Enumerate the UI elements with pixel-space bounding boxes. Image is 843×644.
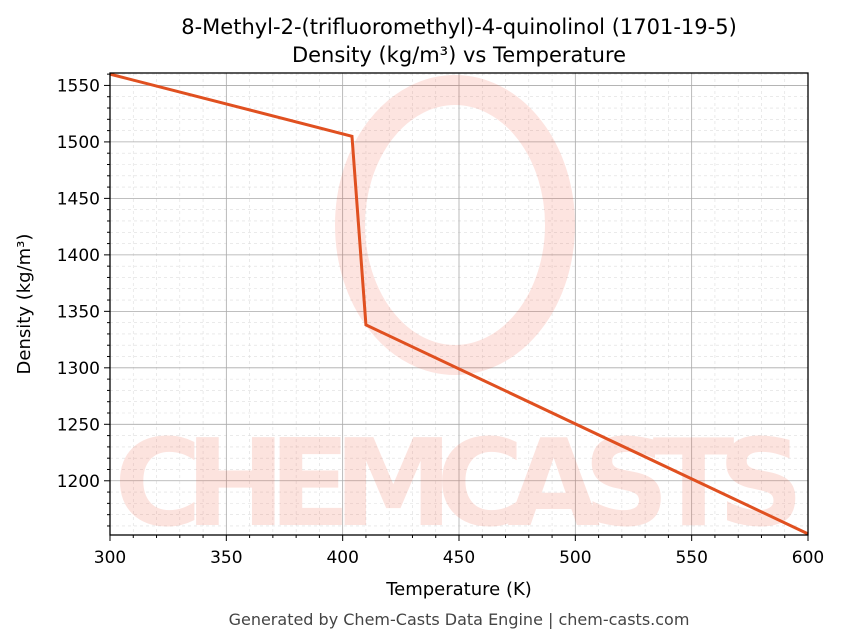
x-tick-label: 450 [443, 548, 475, 568]
watermark: CHEMCASTS [114, 75, 804, 554]
y-tick-label: 1250 [57, 415, 100, 435]
x-tick-label: 300 [94, 548, 126, 568]
density-line [109, 72, 809, 536]
footer-credit: Generated by Chem-Casts Data Engine | ch… [229, 610, 690, 629]
x-axis-label: Temperature (K) [385, 579, 532, 600]
y-tick-label: 1450 [57, 189, 100, 209]
y-tick-label: 1350 [57, 302, 100, 322]
x-tick-label: 600 [792, 548, 824, 568]
watermark-text: CHEMCASTS [114, 415, 804, 554]
y-tick-label: 1300 [57, 359, 100, 379]
x-tick-label: 400 [326, 548, 358, 568]
y-tick-label: 1400 [57, 246, 100, 266]
x-tick-label: 350 [210, 548, 242, 568]
ticks: 300 350 400 450 500 550 600 1200 1250 1300 1350 140… [57, 73, 824, 568]
y-tick-label: 1500 [57, 133, 100, 153]
series-layer [109, 72, 809, 536]
y-axis-label: Density (kg/m³) [14, 234, 35, 375]
y-tick-label: 1200 [57, 472, 100, 492]
chart-title: 8-Methyl-2-(trifluoromethyl)-4-quinolino… [181, 15, 737, 39]
x-tick-label: 550 [675, 548, 707, 568]
y-tick-label: 1550 [57, 76, 100, 96]
x-tick-label: 500 [559, 548, 591, 568]
chart-subtitle: Density (kg/m³) vs Temperature [292, 43, 626, 67]
